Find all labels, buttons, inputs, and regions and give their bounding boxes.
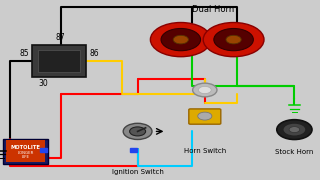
Circle shape [226,35,241,44]
Bar [32,45,86,77]
Circle shape [161,28,201,51]
Circle shape [203,22,264,57]
Circle shape [198,112,212,120]
Bar [40,148,47,152]
Text: 87: 87 [56,33,66,42]
Text: 85: 85 [19,49,29,58]
Bar [130,148,137,152]
Bar [3,139,48,164]
Text: Stock Horn: Stock Horn [275,149,314,155]
Bar [38,50,80,72]
Circle shape [150,22,211,57]
Text: 30: 30 [38,79,48,88]
Text: Ignition Switch: Ignition Switch [112,169,164,175]
Circle shape [214,28,253,51]
Circle shape [283,123,306,136]
Circle shape [130,127,146,136]
Bar [6,140,45,162]
Text: 86: 86 [90,49,99,58]
Circle shape [123,123,152,140]
Circle shape [198,86,211,94]
FancyBboxPatch shape [189,109,221,124]
Text: Dual Horn: Dual Horn [192,5,234,14]
Circle shape [173,35,188,44]
Text: LONGER
LIFE: LONGER LIFE [18,151,34,159]
Text: MOTOLITE: MOTOLITE [11,145,41,150]
Circle shape [193,83,217,97]
Circle shape [289,127,300,132]
Text: Horn Switch: Horn Switch [184,148,226,154]
Circle shape [277,120,312,140]
